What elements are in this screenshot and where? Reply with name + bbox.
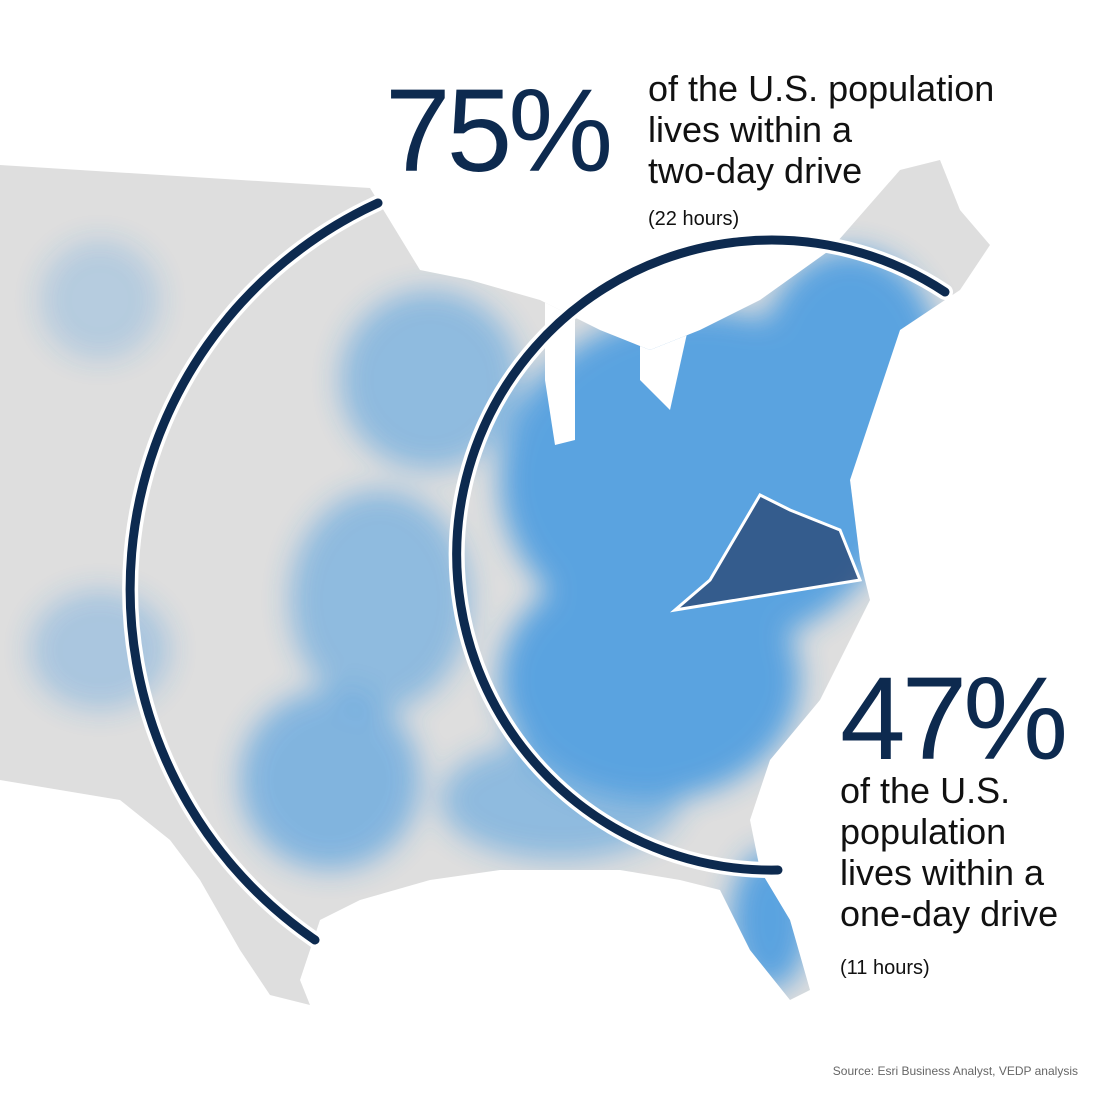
stat-figure: 47% — [840, 653, 1068, 785]
two-day-arc — [125, 198, 383, 945]
stat-note: (11 hours) — [840, 957, 930, 979]
stat-description: of the U.S. population lives within a on… — [840, 770, 1058, 934]
text-line: two-day drive — [648, 150, 863, 191]
stat-description: of the U.S. population lives within a tw… — [648, 68, 994, 191]
text-line: of the U.S. population — [648, 68, 995, 109]
text-line: population — [840, 811, 1007, 852]
stat-figure: 75% — [385, 65, 613, 197]
virginia — [669, 493, 863, 613]
text-line: one-day drive — [840, 893, 1059, 934]
text-line: of the U.S. — [840, 770, 1011, 811]
stat-note: (22 hours) — [648, 208, 740, 230]
text-line: lives within a — [648, 109, 853, 150]
text-line: lives within a — [840, 852, 1045, 893]
one-day-arc — [452, 235, 950, 875]
source: Source: Esri Business Analyst, VEDP anal… — [832, 1064, 1078, 1078]
